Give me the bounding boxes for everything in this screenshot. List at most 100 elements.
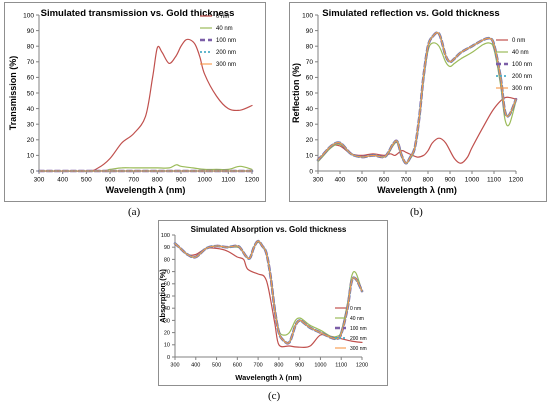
- y-tick-label: 0: [30, 168, 34, 175]
- y-tick-label: 80: [27, 43, 35, 50]
- x-tick-label: 1100: [221, 177, 235, 184]
- y-tick-label: 20: [306, 137, 314, 144]
- x-tick-label: 500: [357, 177, 368, 184]
- x-tick-label: 400: [191, 363, 200, 369]
- y-tick-label: 70: [27, 59, 35, 66]
- x-tick-label: 900: [176, 177, 187, 184]
- chart-title: Simulated transmission vs. Gold thicknes…: [41, 8, 235, 19]
- series-line-300-nm: [317, 32, 517, 164]
- y-tick-label: 10: [27, 153, 35, 160]
- y-tick-label: 30: [306, 121, 314, 128]
- x-axis-label: Wavelength λ (nm): [106, 185, 186, 195]
- y-tick-label: 30: [164, 318, 170, 324]
- x-tick-label: 1100: [487, 177, 501, 184]
- x-tick-label: 1200: [509, 177, 524, 184]
- legend-label: 0 nm: [350, 306, 361, 312]
- legend-label: 100 nm: [350, 326, 367, 332]
- x-tick-label: 400: [335, 177, 346, 184]
- legend-label: 200 nm: [512, 74, 532, 80]
- x-tick-label: 800: [423, 177, 434, 184]
- y-tick-label: 60: [27, 75, 35, 82]
- x-tick-label: 600: [105, 177, 116, 184]
- x-tick-label: 700: [401, 177, 412, 184]
- x-axis-label: Wavelength λ (nm): [235, 373, 302, 382]
- legend-label: 100 nm: [216, 38, 236, 44]
- legend-label: 40 nm: [512, 50, 529, 56]
- y-tick-label: 40: [164, 306, 170, 312]
- legend-label: 300 nm: [350, 346, 367, 352]
- y-tick-label: 40: [306, 106, 314, 113]
- x-tick-label: 400: [57, 177, 68, 184]
- x-tick-label: 600: [233, 363, 242, 369]
- y-tick-label: 0: [309, 168, 313, 175]
- absorption-chart-panel: Simulated Absorption vs. Gold thickness 0…: [158, 220, 388, 386]
- legend-label: 100 nm: [512, 62, 532, 68]
- y-axis-label: Reflection (%): [291, 63, 301, 123]
- y-tick-label: 100: [23, 12, 34, 19]
- series-line-200-nm: [317, 31, 517, 165]
- x-tick-label: 900: [295, 363, 304, 369]
- y-axis-label: Absorption (%): [158, 269, 167, 323]
- y-tick-label: 100: [302, 12, 313, 19]
- x-tick-label: 800: [152, 177, 163, 184]
- x-tick-label: 500: [212, 363, 221, 369]
- y-tick-label: 0: [167, 355, 170, 361]
- series-line-40-nm: [317, 42, 517, 164]
- x-tick-label: 800: [274, 363, 283, 369]
- reflection-chart: Simulated reflection vs. Gold thickness 0…: [291, 8, 532, 195]
- series-line-100-nm: [316, 31, 518, 165]
- legend-label: 40 nm: [216, 26, 233, 32]
- absorption-chart: Simulated Absorption vs. Gold thickness 0…: [158, 225, 368, 382]
- reflection-chart-panel: Simulated reflection vs. Gold thickness 0…: [289, 2, 547, 202]
- transmission-chart: Simulated transmission vs. Gold thicknes…: [8, 8, 260, 195]
- y-tick-label: 100: [161, 233, 170, 239]
- x-tick-label: 1000: [314, 363, 326, 369]
- y-tick-label: 50: [27, 90, 35, 97]
- y-tick-label: 30: [27, 121, 35, 128]
- y-tick-label: 50: [164, 294, 170, 300]
- y-tick-label: 90: [164, 245, 170, 251]
- x-tick-label: 700: [254, 363, 263, 369]
- y-tick-label: 60: [164, 282, 170, 288]
- y-tick-label: 80: [164, 257, 170, 263]
- y-tick-label: 10: [164, 343, 170, 349]
- x-tick-label: 1100: [335, 363, 347, 369]
- chart-title: Simulated Absorption vs. Gold thickness: [191, 225, 347, 234]
- legend-label: 200 nm: [350, 336, 367, 342]
- y-tick-label: 80: [306, 43, 314, 50]
- x-tick-label: 300: [170, 363, 179, 369]
- series-line-300-nm: [174, 240, 363, 344]
- y-tick-label: 40: [27, 106, 35, 113]
- x-tick-label: 1000: [465, 177, 480, 184]
- x-tick-label: 600: [379, 177, 390, 184]
- legend-label: 0 nm: [512, 38, 525, 44]
- series-line-100-nm: [173, 239, 364, 345]
- chart-title: Simulated reflection vs. Gold thickness: [322, 8, 499, 19]
- caption-a: (a): [128, 206, 141, 218]
- x-tick-label: 700: [128, 177, 139, 184]
- caption-c: (c): [268, 390, 281, 402]
- x-tick-label: 300: [313, 177, 324, 184]
- x-tick-label: 1000: [197, 177, 212, 184]
- y-tick-label: 20: [27, 137, 35, 144]
- y-axis-label: Transmission (%): [8, 56, 18, 131]
- caption-b: (b): [410, 206, 423, 218]
- x-tick-label: 1200: [356, 363, 368, 369]
- series-line-0-nm: [38, 38, 253, 172]
- x-tick-label: 300: [34, 177, 45, 184]
- y-tick-label: 60: [306, 75, 314, 82]
- x-tick-label: 500: [81, 177, 92, 184]
- y-tick-label: 70: [164, 270, 170, 276]
- y-tick-label: 90: [27, 28, 35, 35]
- y-tick-label: 10: [306, 153, 314, 160]
- x-axis-label: Wavelength λ (nm): [377, 185, 457, 195]
- legend-label: 300 nm: [216, 62, 236, 68]
- transmission-chart-panel: Simulated transmission vs. Gold thicknes…: [4, 2, 266, 202]
- legend-label: 40 nm: [350, 316, 364, 322]
- series-line-200-nm: [174, 240, 363, 345]
- x-tick-label: 1200: [245, 177, 260, 184]
- x-tick-label: 900: [445, 177, 456, 184]
- series-line-40-nm: [38, 164, 253, 172]
- y-tick-label: 70: [306, 59, 314, 66]
- legend-label: 0 nm: [216, 14, 229, 20]
